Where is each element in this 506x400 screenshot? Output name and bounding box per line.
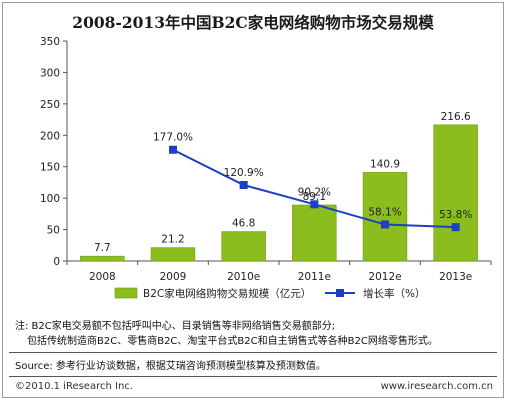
legend-line-label: 增长率（%） — [363, 287, 425, 300]
legend-bar-label: B2C家电网络购物交易规模（亿元） — [143, 287, 311, 300]
growth-rate-label: 120.9% — [224, 167, 264, 179]
y-tick-label: 250 — [40, 99, 60, 111]
bar-value-label: 89.1 — [303, 191, 326, 203]
y-tick-label: 100 — [40, 193, 60, 205]
growth-rate-marker — [451, 223, 460, 232]
y-tick-label: 150 — [40, 162, 60, 174]
website-url: www.iresearch.com.cn — [380, 381, 493, 392]
y-tick-label: 350 — [40, 36, 60, 48]
bar — [150, 247, 196, 262]
x-tick-label: 2008 — [89, 271, 116, 283]
growth-rate-marker — [381, 220, 389, 229]
growth-rate-marker — [310, 200, 319, 209]
source-note: Source: 参考行业访谈数据，根据艾瑞咨询预测模型核算及预测数值。 — [15, 361, 326, 372]
note-line-1: 注: B2C家电交易额不包括呼叫中心、目录销售等非网络销售交易额部分; — [15, 321, 336, 332]
bar-value-label: 140.9 — [370, 158, 400, 170]
growth-rate-label: 90.2% — [298, 186, 331, 198]
bar-value-label: 21.2 — [161, 234, 184, 246]
chart-title: 2008-2013年中国B2C家电网络购物市场交易规模 — [72, 13, 434, 32]
chart-canvas: 0 50 100 150 200 250 300 350 2008 2009 2010e 2011e 2… — [40, 36, 492, 300]
y-tick-label: 50 — [47, 225, 60, 237]
bar-value-label: 46.8 — [232, 218, 255, 230]
chart-notes: 注: B2C家电交易额不包括呼叫中心、目录销售等非网络销售交易额部分; 包括传统… — [15, 319, 495, 349]
x-tick-label: 2013e — [439, 271, 472, 283]
copyright: ©2010.1 iResearch Inc. — [15, 381, 133, 392]
x-tick-label: 2012e — [368, 271, 401, 283]
y-tick-label: 300 — [40, 67, 60, 79]
legend-bar-swatch — [114, 287, 138, 299]
legend-line-marker — [336, 289, 344, 297]
note-line-2: 包括传统制造商B2C、零售商B2C、淘宝平台式B2C和自主销售式等各种B2C网络… — [27, 336, 438, 347]
y-tick-label: 0 — [53, 256, 60, 268]
growth-rate-marker — [169, 145, 177, 154]
x-tick-label: 2011e — [298, 271, 331, 283]
bar — [362, 172, 408, 262]
x-tick-label: 2010e — [227, 271, 260, 283]
bar — [221, 231, 266, 262]
bar — [433, 124, 478, 262]
x-tick-label: 2009 — [160, 271, 187, 283]
y-tick-label: 200 — [40, 130, 60, 142]
bar — [292, 204, 337, 262]
divider — [9, 352, 497, 353]
growth-rate-label: 53.8% — [439, 209, 472, 221]
divider — [9, 376, 497, 377]
growth-rate-label: 58.1% — [368, 206, 401, 218]
bar-value-label: 216.6 — [441, 111, 471, 123]
bar — [80, 255, 125, 262]
growth-rate-label: 177.0% — [153, 132, 193, 144]
bar-value-label: 7.7 — [94, 242, 111, 254]
growth-rate-marker — [239, 181, 248, 190]
